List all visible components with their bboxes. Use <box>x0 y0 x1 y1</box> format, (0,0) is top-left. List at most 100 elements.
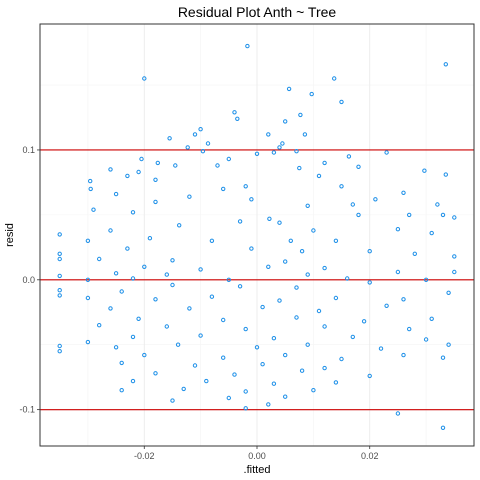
data-point <box>170 398 175 403</box>
data-point <box>153 371 158 376</box>
data-point <box>119 360 124 366</box>
data-point <box>108 306 113 311</box>
data-point <box>85 339 91 345</box>
data-point <box>164 324 170 329</box>
data-point <box>153 199 158 205</box>
data-point <box>142 264 147 269</box>
data-point <box>271 381 277 386</box>
data-point <box>298 112 303 118</box>
data-point <box>446 290 451 295</box>
data-point <box>356 212 361 218</box>
data-point <box>249 197 254 202</box>
data-point <box>125 246 130 251</box>
scatter-points <box>57 43 457 430</box>
data-point <box>333 380 339 385</box>
data-point <box>322 324 327 329</box>
data-point <box>373 197 378 202</box>
data-point <box>155 160 161 166</box>
data-point <box>395 227 401 232</box>
data-point <box>283 259 288 264</box>
data-point <box>187 194 192 199</box>
data-point <box>443 172 448 177</box>
y-tick-label-2: 0.1 <box>22 145 35 155</box>
data-point <box>322 365 327 371</box>
data-point <box>243 406 248 411</box>
data-point <box>333 238 339 244</box>
data-point <box>57 293 62 298</box>
data-point <box>200 149 206 154</box>
data-point <box>142 352 147 358</box>
data-point <box>260 304 265 310</box>
data-point <box>271 336 277 341</box>
data-point <box>288 238 293 244</box>
data-point <box>350 334 355 340</box>
data-point <box>130 334 136 340</box>
data-point <box>294 285 299 290</box>
data-point <box>267 216 272 222</box>
data-point <box>294 315 299 320</box>
data-point <box>378 346 384 351</box>
data-point <box>367 280 372 285</box>
data-point <box>446 342 451 347</box>
data-point <box>85 238 91 244</box>
data-point <box>57 256 62 262</box>
data-point <box>88 186 93 192</box>
data-point <box>243 389 248 394</box>
data-point <box>311 388 316 393</box>
data-point <box>395 269 401 275</box>
data-point <box>316 173 322 179</box>
data-point <box>339 356 344 362</box>
data-point <box>452 269 457 275</box>
data-point <box>283 119 288 124</box>
data-point <box>226 277 232 282</box>
data-point <box>185 145 190 150</box>
data-point <box>205 141 211 146</box>
data-point <box>407 212 412 218</box>
data-point <box>401 190 406 196</box>
data-point <box>401 297 406 302</box>
data-point <box>277 220 282 225</box>
data-point <box>97 256 102 262</box>
data-point <box>305 203 310 209</box>
data-point <box>130 378 136 384</box>
data-point <box>412 251 417 257</box>
data-point <box>367 249 372 254</box>
data-point <box>322 265 327 271</box>
data-point <box>452 254 457 259</box>
data-point <box>153 177 158 183</box>
data-point <box>294 149 299 154</box>
data-point <box>232 372 237 377</box>
data-point <box>245 43 250 49</box>
data-point <box>305 272 310 277</box>
data-point <box>221 186 226 192</box>
data-point <box>243 326 248 332</box>
data-point <box>302 132 308 137</box>
data-point <box>175 342 181 347</box>
data-point <box>215 163 220 168</box>
data-point <box>235 116 240 122</box>
data-point <box>401 352 406 358</box>
x-axis-ticks <box>143 446 371 449</box>
data-point <box>177 223 182 228</box>
data-point <box>283 352 288 358</box>
data-point <box>136 316 141 321</box>
data-point <box>277 145 282 150</box>
data-point <box>332 76 337 81</box>
data-point <box>198 333 203 338</box>
data-point <box>345 276 350 281</box>
data-point <box>108 167 113 172</box>
data-point <box>57 343 62 349</box>
data-point <box>299 368 305 373</box>
data-point <box>299 249 305 254</box>
data-point <box>350 202 355 207</box>
y-axis-ticks <box>37 149 40 411</box>
data-point <box>97 323 102 328</box>
data-point <box>57 251 62 257</box>
data-point <box>88 178 93 184</box>
data-point <box>57 232 62 237</box>
chart-title: Residual Plot Anth ~ Tree <box>178 4 337 20</box>
data-point <box>170 282 175 288</box>
data-point <box>266 264 271 269</box>
data-point <box>395 411 401 416</box>
data-point <box>339 99 344 105</box>
